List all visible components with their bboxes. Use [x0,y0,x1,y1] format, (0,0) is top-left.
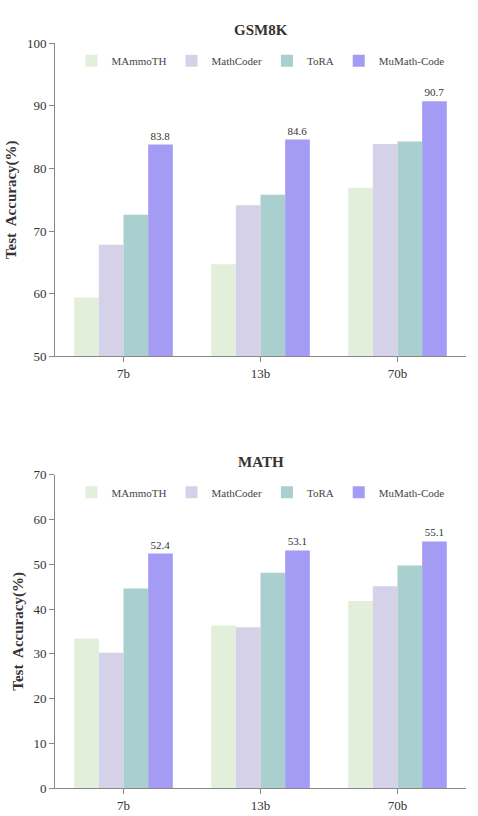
svg-text:60: 60 [33,286,46,301]
svg-text:20: 20 [33,691,46,706]
svg-text:83.8: 83.8 [151,130,171,142]
svg-text:50: 50 [33,349,46,364]
svg-text:90: 90 [33,98,46,113]
svg-text:60: 60 [33,512,46,527]
svg-text:70b: 70b [388,798,408,813]
svg-text:MAmmoTH: MAmmoTH [111,55,166,67]
svg-text:7b: 7b [117,366,130,381]
svg-text:84.6: 84.6 [288,125,308,137]
svg-text:13b: 13b [251,366,271,381]
svg-text:Test Accuracy(%): Test Accuracy(%) [10,572,27,691]
svg-text:55.1: 55.1 [425,526,444,538]
svg-text:ToRA: ToRA [307,487,334,499]
svg-text:70: 70 [33,224,46,239]
svg-text:MAmmoTH: MAmmoTH [111,487,166,499]
svg-text:70b: 70b [388,366,408,381]
svg-text:MuMath-Code: MuMath-Code [379,487,445,499]
svg-text:70: 70 [33,467,46,482]
svg-text:0: 0 [40,781,47,796]
svg-text:7b: 7b [117,798,130,813]
svg-text:30: 30 [33,646,46,661]
svg-text:GSM8K: GSM8K [234,22,288,38]
svg-text:53.1: 53.1 [288,535,307,547]
svg-text:MATH: MATH [238,454,284,470]
svg-text:50: 50 [33,557,46,572]
svg-text:MathCoder: MathCoder [211,55,261,67]
svg-text:Test Accuracy(%): Test Accuracy(%) [3,140,20,259]
svg-text:100: 100 [27,36,47,51]
svg-text:90.7: 90.7 [425,86,445,98]
svg-text:80: 80 [33,161,46,176]
svg-text:13b: 13b [251,798,271,813]
svg-text:10: 10 [33,736,46,751]
svg-text:52.4: 52.4 [151,539,171,551]
svg-text:MuMath-Code: MuMath-Code [379,55,445,67]
svg-text:40: 40 [33,602,46,617]
svg-text:ToRA: ToRA [307,55,334,67]
svg-text:MathCoder: MathCoder [211,487,261,499]
